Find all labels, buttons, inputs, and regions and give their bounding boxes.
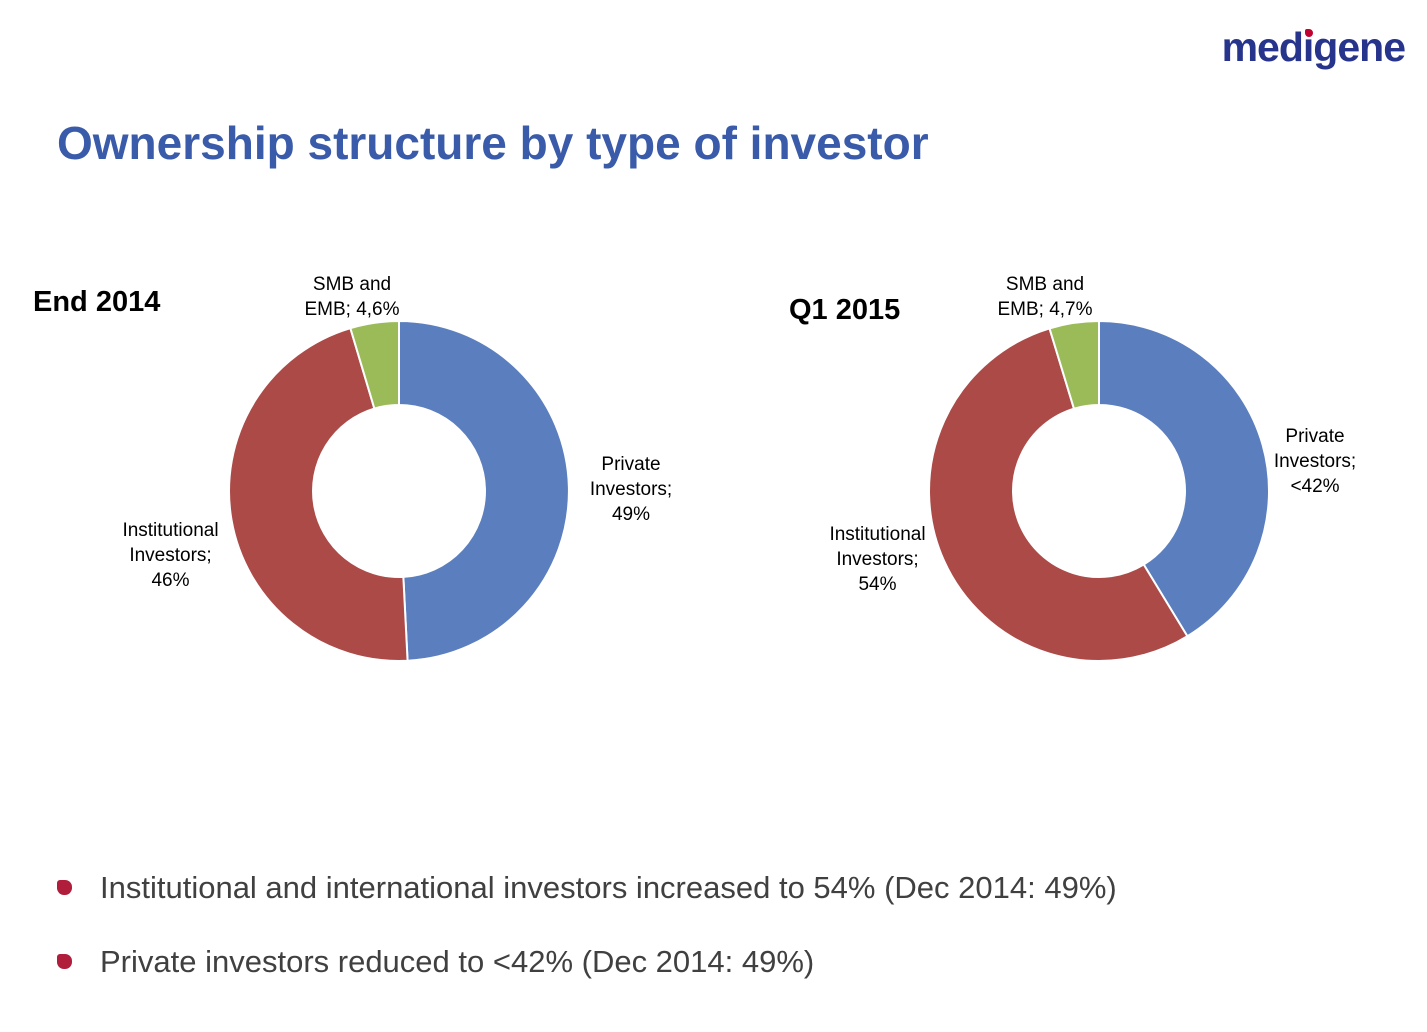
bullet-item: Institutional and international investor… — [57, 868, 1377, 908]
logo-text-part1: med — [1221, 24, 1304, 70]
label-institutional-investors-2015: Institutional Investors; 54% — [829, 524, 926, 595]
chart-title-end-2014: End 2014 — [33, 286, 161, 318]
donut-chart-end-2014 — [226, 318, 572, 664]
donut-chart-q1-2015-svg — [928, 319, 1270, 662]
label-institutional-investors-2014: Institutional Investors; 46% — [122, 520, 219, 591]
donut-slice-smb-and-emb — [349, 319, 400, 410]
bullet-item: Private investors reduced to <42% (Dec 2… — [57, 942, 1377, 982]
label-private-investors-2015: Private Investors; <42% — [1273, 426, 1357, 497]
donut-slice-institutional-investors — [928, 327, 1189, 662]
bullet-text-institutional: Institutional and international investor… — [100, 870, 1117, 905]
donut-chart-q1-2015 — [926, 318, 1272, 664]
bullet-text-private: Private investors reduced to <42% (Dec 2… — [100, 944, 815, 979]
donut-slice-institutional-investors — [228, 326, 409, 662]
chart-title-q1-2015: Q1 2015 — [789, 294, 901, 326]
label-private-investors-2014: Private Investors; 49% — [589, 454, 673, 525]
logo-text-part2: gene — [1313, 24, 1406, 70]
label-smb-emb-2015: SMB and EMB; 4,7% — [997, 274, 1093, 320]
medigene-logo: medıgene — [1221, 24, 1406, 71]
donut-chart-end-2014-svg — [228, 319, 570, 662]
donut-slice-private-investors — [1098, 319, 1270, 638]
page-title: Ownership structure by type of investor — [57, 117, 929, 169]
logo-letter-i-with-red-dot: ı — [1302, 24, 1314, 70]
donut-slice-smb-and-emb — [1048, 319, 1100, 410]
bullet-marker-icon — [57, 954, 72, 969]
donut-slice-private-investors — [398, 319, 570, 662]
label-smb-emb-2014: SMB and EMB; 4,6% — [304, 274, 400, 320]
bullet-marker-icon — [57, 880, 72, 895]
